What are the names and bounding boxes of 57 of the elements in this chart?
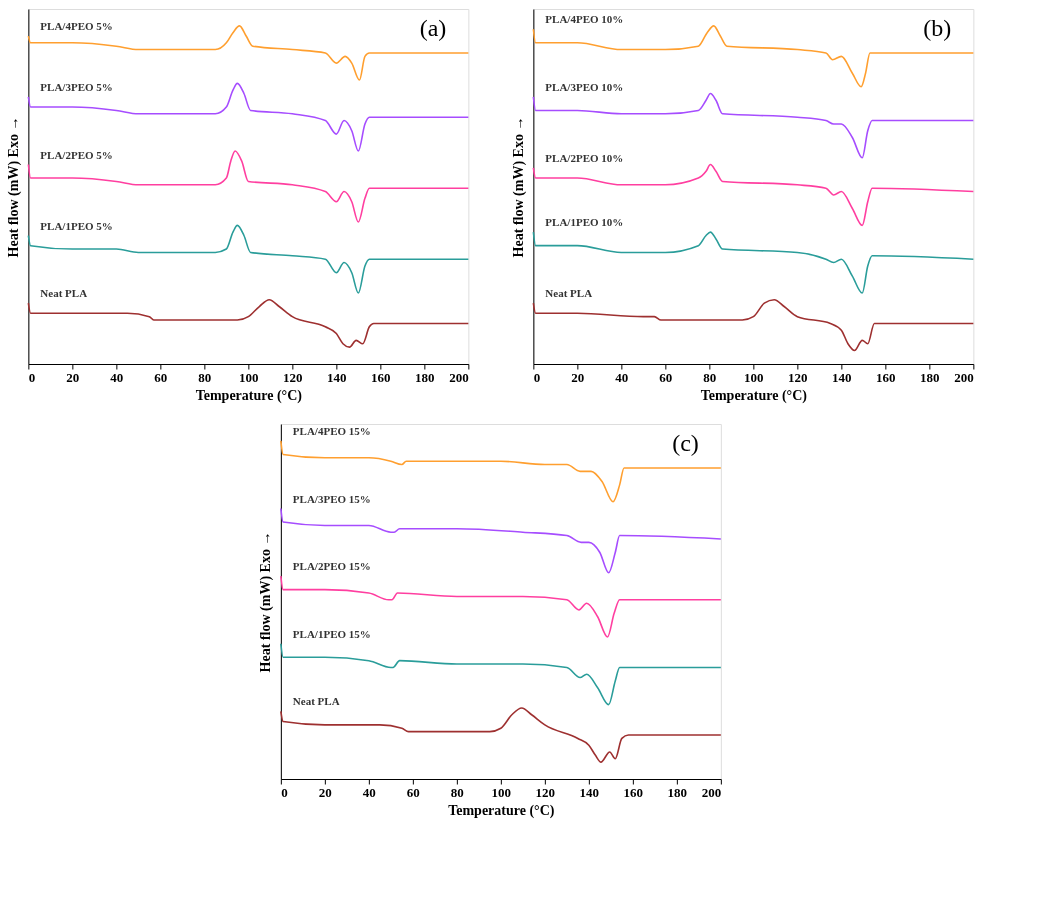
x-tick-label: 180: [667, 784, 688, 800]
y-axis-title: Heat flow (mW) Exo →: [258, 531, 275, 673]
x-tick-label: 160: [876, 369, 896, 385]
series-label: PLA/3PEO 5%: [40, 80, 113, 93]
x-tick-label: 180: [920, 369, 940, 385]
x-tick-label: 40: [615, 369, 629, 385]
series-label: PLA/1PEO 15%: [292, 627, 371, 640]
series-label: Neat PLA: [545, 287, 593, 300]
x-tick-label: 120: [788, 369, 808, 385]
x-tick-label: 0: [281, 784, 288, 800]
x-tick-label: 160: [623, 784, 644, 800]
series-label: PLA/3PEO 15%: [292, 492, 371, 505]
series-label: PLA/4PEO 5%: [40, 20, 113, 33]
annotation: (a): [419, 15, 447, 41]
x-tick-label: 140: [579, 784, 600, 800]
x-tick-label: 100: [239, 369, 259, 385]
x-tick-label: 20: [571, 369, 585, 385]
x-axis-title: Temperature (°C): [448, 802, 555, 819]
x-tick-label: 80: [450, 784, 464, 800]
x-tick-label: 180: [415, 369, 435, 385]
x-tick-label: 200: [701, 784, 722, 800]
series-label: PLA/3PEO 10%: [545, 80, 624, 93]
x-tick-label: 120: [535, 784, 556, 800]
y-axis-title: Heat flow (mW) Exo →: [510, 116, 527, 258]
x-tick-label: 60: [659, 369, 673, 385]
series-label: Neat PLA: [292, 695, 340, 708]
x-tick-label: 40: [110, 369, 124, 385]
series-label: PLA/1PEO 5%: [40, 219, 113, 232]
x-tick-label: 80: [198, 369, 212, 385]
annotation: (b): [923, 15, 952, 41]
x-tick-label: 140: [327, 369, 347, 385]
series-label: PLA/2PEO 5%: [40, 148, 113, 161]
series-label: PLA/2PEO 15%: [292, 560, 371, 573]
y-axis-title: Heat flow (mW) Exo →: [5, 116, 22, 258]
x-tick-label: 60: [154, 369, 168, 385]
x-tick-label: 120: [283, 369, 303, 385]
x-tick-label: 0: [533, 369, 541, 385]
series-label: PLA/4PEO 10%: [545, 13, 624, 26]
x-tick-label: 200: [449, 369, 469, 385]
x-tick-label: 140: [832, 369, 852, 385]
x-tick-label: 200: [954, 369, 974, 385]
x-axis-title: Temperature (°C): [195, 387, 303, 404]
x-tick-label: 100: [744, 369, 764, 385]
series-label: PLA/4PEO 15%: [292, 424, 371, 437]
x-tick-label: 40: [362, 784, 376, 800]
x-axis-title: Temperature (°C): [700, 387, 808, 404]
series-label: Neat PLA: [40, 287, 88, 300]
series-label: PLA/1PEO 10%: [545, 216, 624, 229]
x-tick-label: 60: [406, 784, 420, 800]
x-tick-label: 80: [703, 369, 717, 385]
x-tick-label: 160: [371, 369, 391, 385]
x-tick-label: 20: [318, 784, 332, 800]
x-tick-label: 100: [491, 784, 512, 800]
x-tick-label: 20: [66, 369, 80, 385]
series-label: PLA/2PEO 10%: [545, 151, 624, 164]
annotation: (c): [672, 430, 699, 456]
x-tick-label: 0: [28, 369, 36, 385]
